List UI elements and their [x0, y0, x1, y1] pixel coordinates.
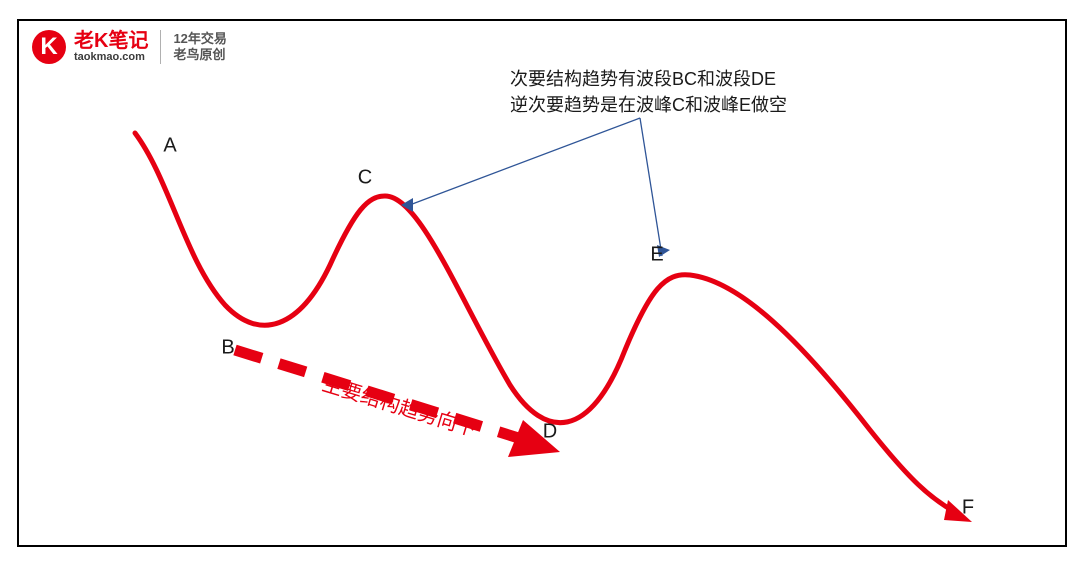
point-label-e: E [650, 244, 663, 267]
secondary-trend-line1: 次要结构趋势有波段BC和波段DE [510, 66, 787, 92]
secondary-trend-line2: 逆次要趋势是在波峰C和波峰E做空 [510, 92, 787, 118]
price-wave-curve [135, 133, 955, 512]
point-label-d: D [543, 421, 557, 444]
callout-arrow-to-c [407, 118, 640, 206]
secondary-trend-annotation: 次要结构趋势有波段BC和波段DE 逆次要趋势是在波峰C和波峰E做空 [510, 66, 787, 118]
point-label-b: B [221, 337, 234, 360]
point-label-a: A [163, 135, 176, 158]
callout-arrow-to-e [640, 118, 662, 256]
point-label-f: F [962, 497, 974, 520]
point-label-c: C [358, 167, 372, 190]
